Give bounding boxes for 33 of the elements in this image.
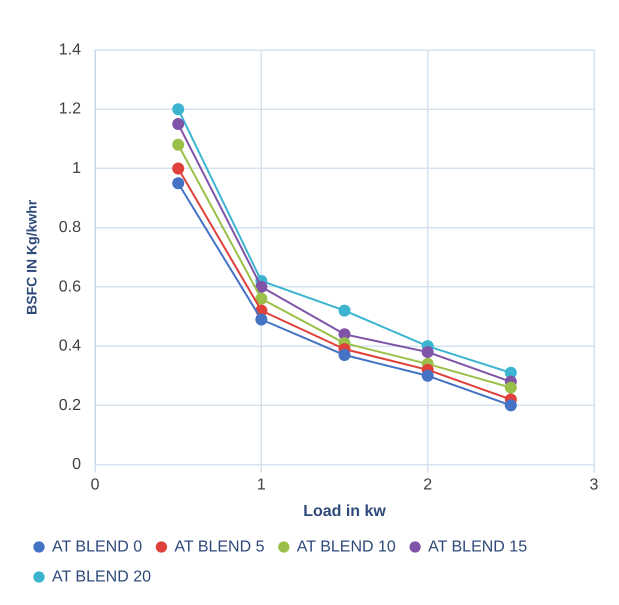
- point: [172, 138, 184, 151]
- y-tick-label: 0.6: [58, 278, 82, 296]
- x-tick-label: 1: [256, 476, 266, 494]
- point: [255, 292, 268, 305]
- y-tick-label: 1.4: [58, 41, 82, 58]
- point: [255, 313, 268, 326]
- legend-label: AT BLEND 15: [428, 538, 528, 556]
- y-tick-label: 1: [72, 160, 82, 177]
- y-axis-title: BSFC IN Kg/kwhr: [23, 199, 40, 315]
- y-tick-label: 0: [72, 456, 82, 474]
- point: [338, 304, 351, 317]
- point: [172, 118, 184, 130]
- legend-label: AT BLEND 10: [296, 538, 396, 556]
- point: [172, 177, 184, 190]
- point: [422, 370, 434, 382]
- point: [172, 162, 184, 174]
- legend-label: AT BLEND 5: [174, 538, 265, 556]
- y-tick-label: 0.2: [58, 396, 82, 414]
- point: [255, 280, 268, 293]
- legend-label: AT BLEND 0: [52, 538, 142, 556]
- legend-label: AT BLEND 20: [52, 568, 152, 586]
- x-tick-label: 0: [90, 476, 100, 494]
- y-tick-label: 1.2: [58, 100, 82, 118]
- point: [504, 382, 517, 394]
- y-tick-label: 0.8: [58, 219, 82, 236]
- point: [338, 349, 351, 362]
- x-tick-label: 3: [590, 476, 599, 494]
- point: [172, 103, 184, 116]
- x-tick-label: 2: [423, 476, 432, 494]
- point: [504, 399, 517, 412]
- point: [422, 346, 434, 358]
- y-tick-label: 0.4: [58, 338, 82, 355]
- x-axis-title: Load in kw: [303, 502, 386, 520]
